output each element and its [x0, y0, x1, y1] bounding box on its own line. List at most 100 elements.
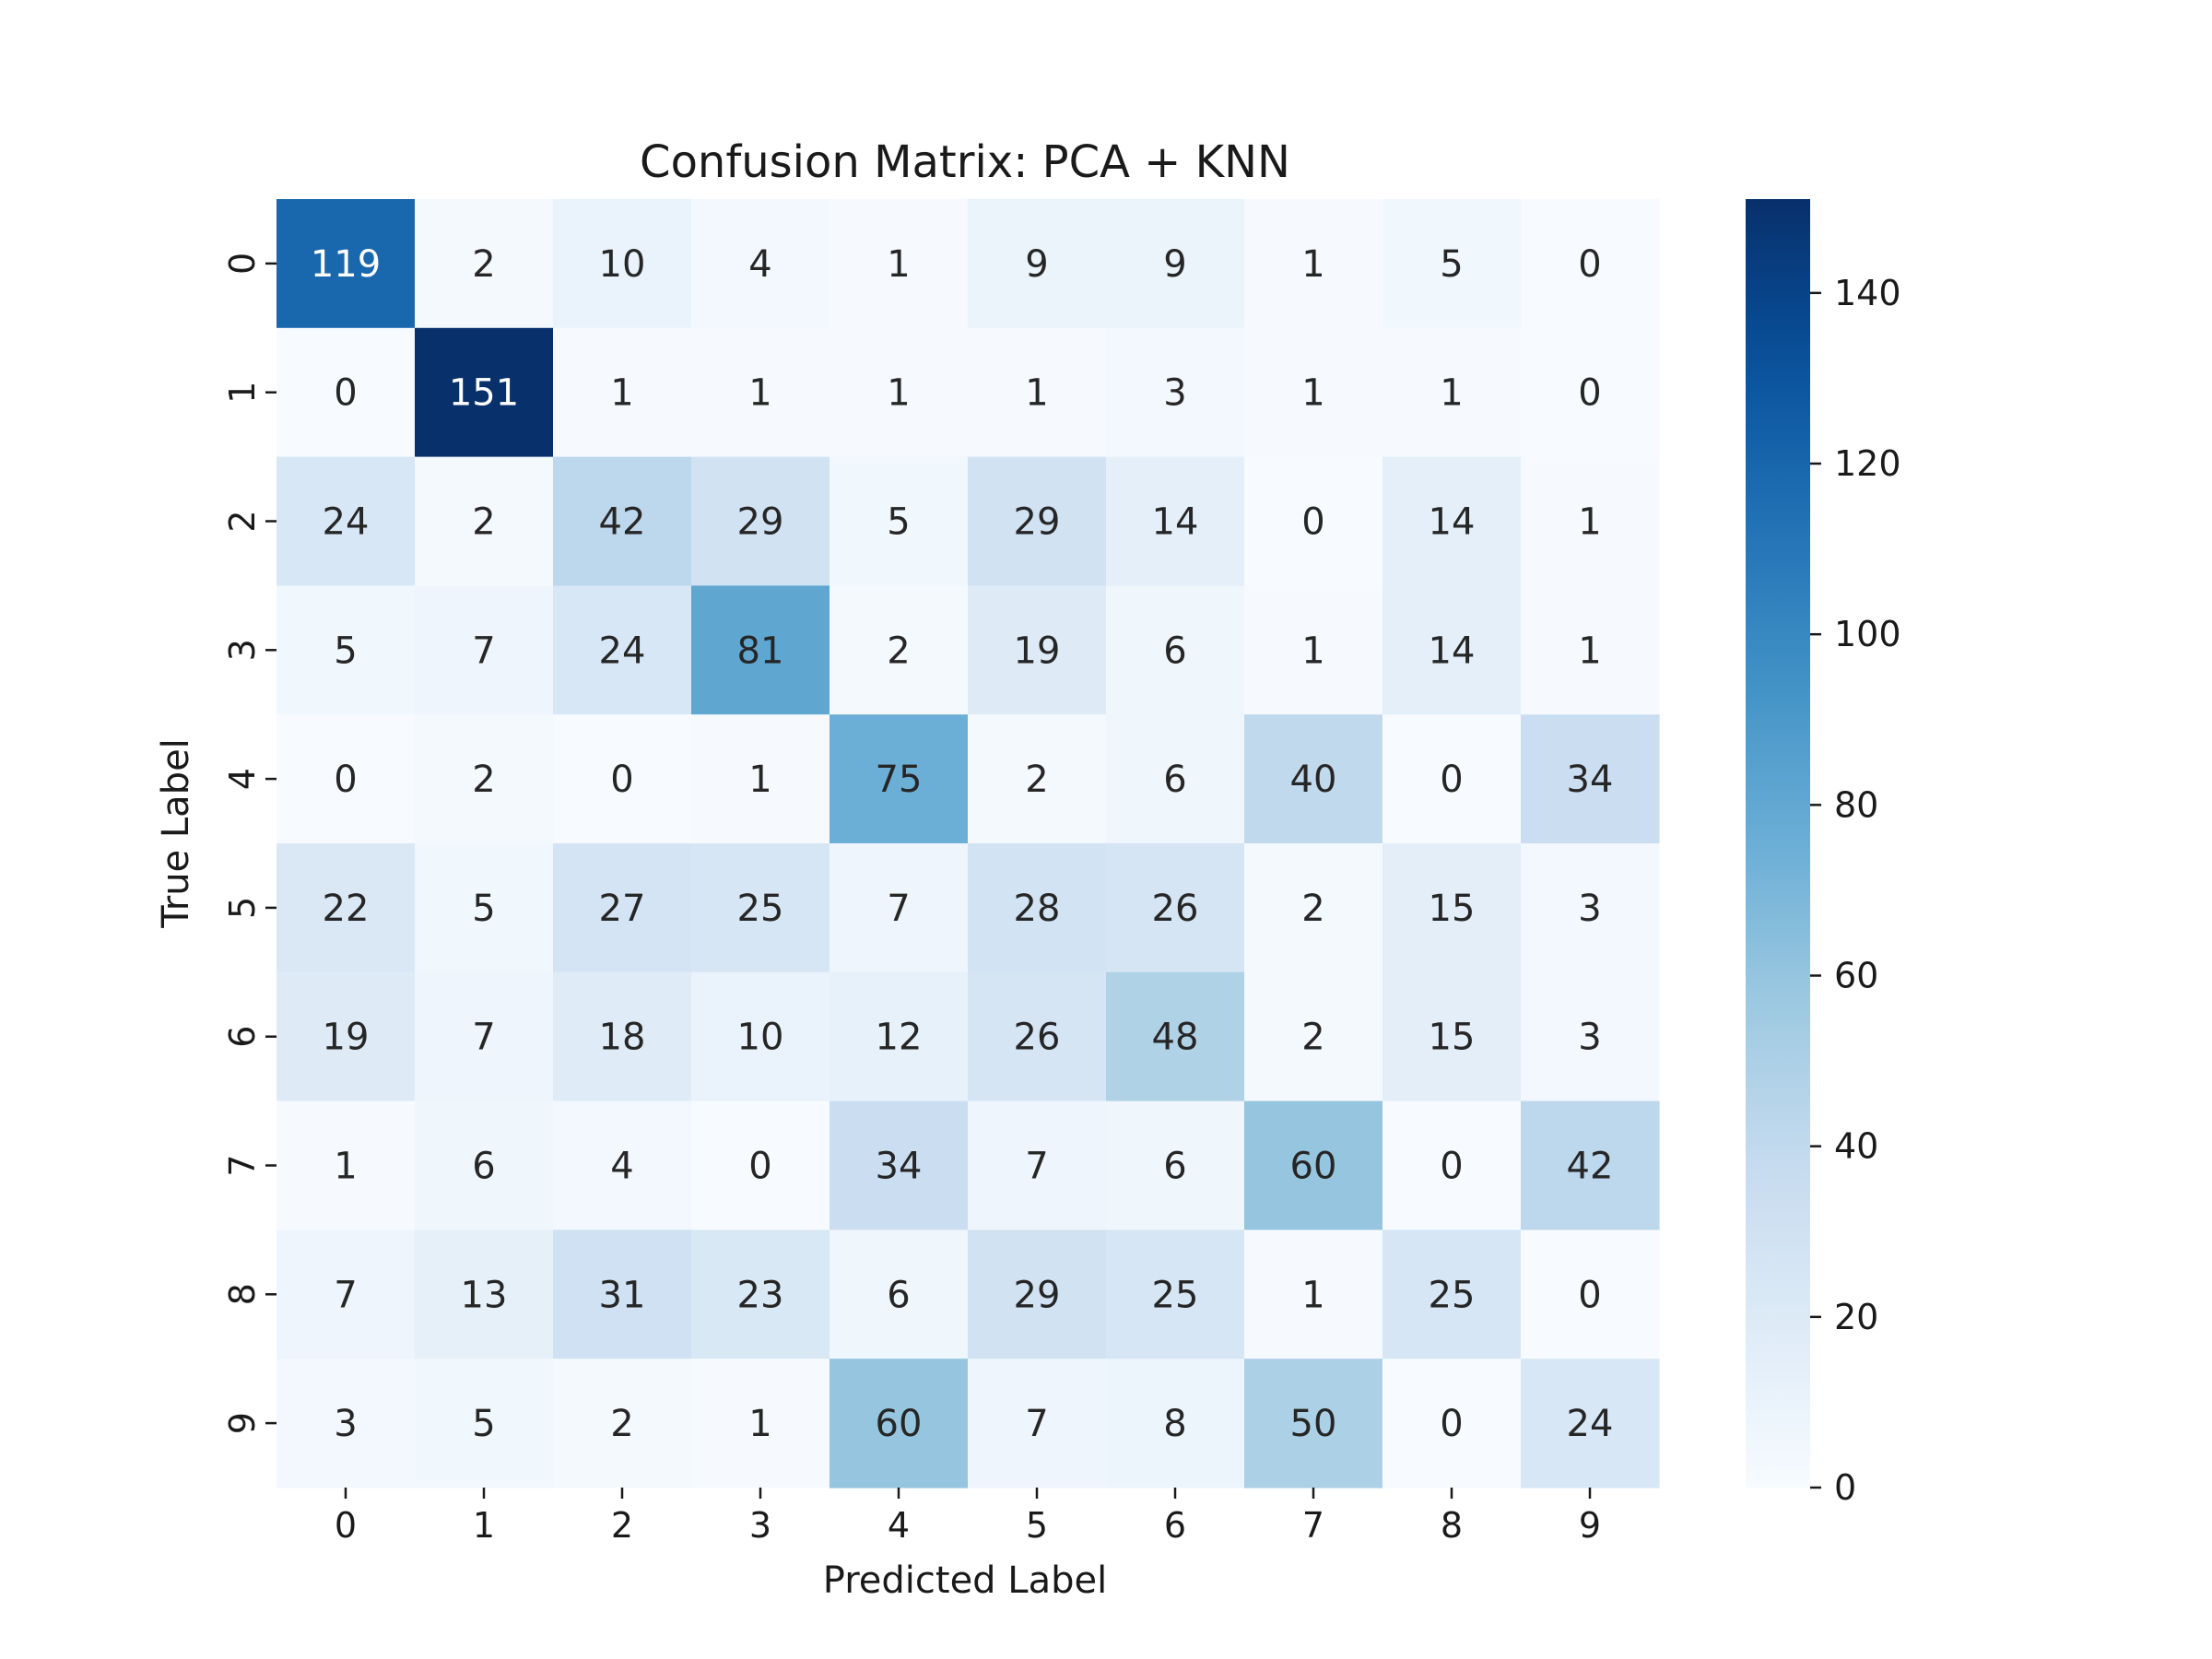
cell-value-label: 81: [737, 629, 784, 672]
cell-value-label: 6: [1163, 759, 1186, 801]
cell-value-label: 15: [1429, 1017, 1476, 1059]
cell-value-label: 0: [1440, 1146, 1463, 1188]
cell-value-label: 0: [1578, 372, 1601, 415]
cell-value-label: 29: [737, 501, 784, 544]
heatmap-cell: [968, 456, 1107, 586]
cell-value-label: 22: [323, 888, 370, 930]
cell-value-label: 5: [1440, 243, 1463, 286]
cell-value-label: 19: [323, 1017, 370, 1059]
heatmap-cell: [553, 971, 692, 1102]
heatmap-cell: [830, 971, 969, 1102]
heatmap-cell: [1382, 585, 1522, 715]
cell-value-label: 18: [599, 1017, 646, 1059]
cell-value-label: 28: [1014, 888, 1061, 930]
cell-value-label: 1: [334, 1146, 357, 1188]
cell-value-label: 0: [334, 759, 357, 801]
heatmap-cell: [553, 843, 692, 973]
colorbar-gradient: [1746, 199, 1810, 1488]
heatmap-cell: [968, 971, 1107, 1102]
heatmap-cell: [830, 1100, 969, 1230]
colorbar: 0 20 40 60 80 100 120 140: [1746, 199, 1901, 1508]
colorbar-tick-label: 20: [1834, 1297, 1878, 1337]
heatmap-cell: [968, 585, 1107, 715]
heatmap-cell: [415, 971, 554, 1102]
heatmap-cell: [1521, 199, 1660, 329]
cell-value-label: 1: [610, 372, 633, 415]
heatmap-cell: [1521, 327, 1660, 458]
cell-value-label: 8: [1163, 1403, 1186, 1445]
heatmap-cell: [1106, 1230, 1245, 1359]
cell-value-label: 5: [472, 888, 495, 930]
heatmap-cell: [1106, 327, 1245, 458]
heatmap-cell: [1382, 971, 1522, 1102]
heatmap-cell: [1106, 714, 1245, 844]
cell-value-label: 9: [1163, 243, 1186, 286]
heatmap-cell: [1382, 1359, 1522, 1488]
heatmap-cell: [1382, 1100, 1522, 1230]
heatmap-cell: [691, 1359, 830, 1488]
colorbar-tick-label: 140: [1834, 273, 1901, 313]
colorbar-tick-label: 60: [1834, 956, 1878, 996]
cell-value-label: 1: [1578, 629, 1601, 672]
heatmap-cell: [1521, 1230, 1660, 1359]
heatmap-cell: [1382, 714, 1522, 844]
x-tick-label: 1: [473, 1505, 495, 1546]
heatmap-cell: [1521, 1100, 1660, 1230]
cell-value-label: 3: [334, 1403, 357, 1445]
x-tick-label: 4: [888, 1505, 910, 1546]
cell-value-label: 29: [1014, 501, 1061, 544]
heatmap-cell: [1244, 585, 1383, 715]
cell-value-label: 19: [1014, 629, 1061, 672]
y-tick-label: 3: [222, 639, 263, 661]
x-axis-ticks: 0 1 2 3 4 5 6 7 8 9: [335, 1488, 1601, 1546]
heatmap-cell: [1106, 1359, 1245, 1488]
cell-value-label: 26: [1014, 1017, 1061, 1059]
heatmap-cell: [830, 456, 969, 586]
cell-value-label: 40: [1290, 759, 1337, 801]
cell-value-label: 34: [1567, 759, 1614, 801]
heatmap-cell: [276, 1359, 416, 1488]
heatmap-cell: [276, 327, 416, 458]
cell-value-label: 60: [1290, 1146, 1337, 1188]
heatmap-cell: [691, 1100, 830, 1230]
cell-value-label: 3: [1163, 372, 1186, 415]
cell-value-label: 1: [748, 1403, 771, 1445]
cell-value-label: 31: [599, 1274, 646, 1316]
y-axis-label: True Label: [155, 738, 197, 929]
cell-value-label: 24: [1567, 1403, 1614, 1445]
heatmap-cell: [691, 843, 830, 973]
colorbar-tick-label: 100: [1834, 614, 1901, 654]
cell-value-label: 42: [1567, 1146, 1614, 1188]
y-tick-label: 2: [222, 510, 263, 532]
cell-value-label: 7: [472, 629, 495, 672]
cell-value-label: 1: [1301, 372, 1324, 415]
heatmap-cell: [830, 199, 969, 329]
heatmap-cell: [968, 1100, 1107, 1230]
cell-value-label: 2: [472, 243, 495, 286]
heatmap-cell: [415, 1230, 554, 1359]
cell-value-label: 9: [1025, 243, 1048, 286]
heatmap-cell: [1106, 843, 1245, 973]
x-tick-label: 2: [611, 1505, 633, 1546]
heatmap-cell: [968, 1230, 1107, 1359]
heatmap-cell: [1382, 199, 1522, 329]
heatmap-cell: [691, 456, 830, 586]
heatmap-cell: [553, 327, 692, 458]
cell-value-label: 4: [748, 243, 771, 286]
cell-value-label: 25: [1152, 1274, 1199, 1316]
cell-value-label: 26: [1152, 888, 1199, 930]
cell-value-label: 6: [1163, 1146, 1186, 1188]
x-tick-label: 5: [1026, 1505, 1048, 1546]
cell-value-label: 7: [334, 1274, 357, 1316]
cell-value-label: 75: [876, 759, 923, 801]
cell-value-label: 1: [1301, 1274, 1324, 1316]
x-tick-label: 0: [335, 1505, 357, 1546]
cell-value-label: 6: [887, 1274, 910, 1316]
y-tick-label: 6: [222, 1026, 263, 1048]
heatmap-cell: [830, 327, 969, 458]
heatmap-cell: [415, 1359, 554, 1488]
y-tick-label: 0: [222, 253, 263, 275]
heatmap-cell: [691, 1230, 830, 1359]
cell-value-label: 2: [472, 759, 495, 801]
y-tick-label: 9: [222, 1412, 263, 1434]
